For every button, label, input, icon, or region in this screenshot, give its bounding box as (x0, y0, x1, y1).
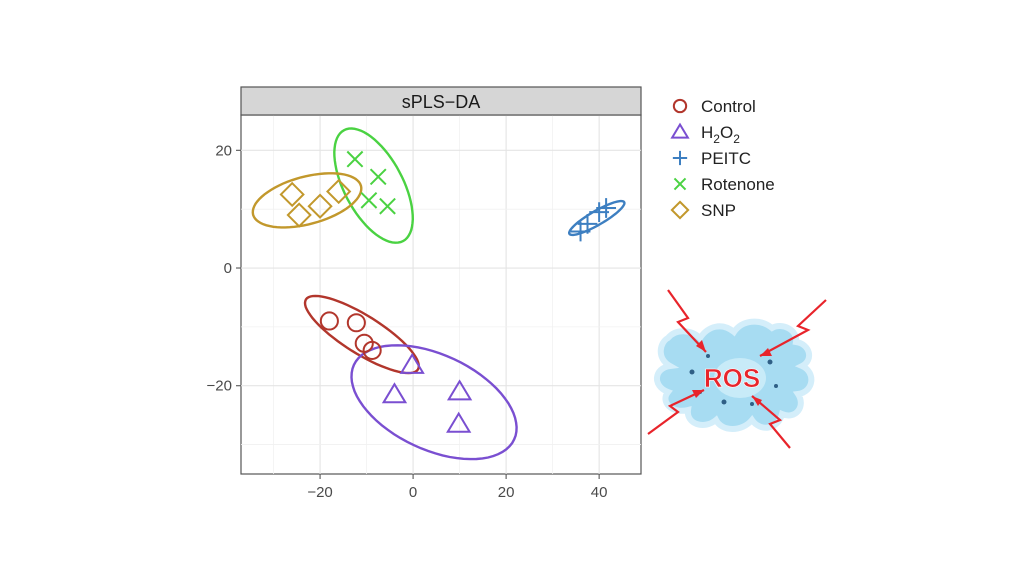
arrow-bottom-right (751, 395, 791, 449)
point-snp (307, 193, 333, 219)
stress-arrows (647, 289, 827, 449)
legend-label: Control (701, 97, 756, 116)
ros-label: ROS (704, 363, 760, 393)
point-rotenone (379, 197, 396, 215)
confidence-ellipses (251, 127, 626, 461)
legend-label: Rotenone (701, 175, 775, 194)
point-snp (326, 178, 352, 205)
x-axis: −20 0 20 40 (307, 474, 607, 501)
chart-title: sPLS−DA (402, 92, 481, 112)
legend-key-control (672, 98, 688, 114)
point-h (381, 382, 408, 404)
ellipse-peitc (568, 199, 626, 237)
arrow-top-left (667, 289, 707, 353)
plot-panel (240, 114, 642, 475)
point-control (362, 340, 382, 360)
x-tick-label: 0 (409, 484, 417, 501)
legend-key-h (670, 122, 690, 139)
point-rotenone (369, 168, 387, 186)
strip-header (240, 86, 642, 116)
legend: Control H2O2 PEITC Rotenone SNP (670, 97, 775, 220)
point-h (446, 379, 473, 401)
y-tick-label: 20 (215, 142, 232, 159)
point-h (399, 352, 425, 374)
legend-label: PEITC (701, 149, 751, 168)
x-tick-label: 40 (591, 484, 608, 501)
cell-nucleus (714, 358, 766, 398)
x-tick-label: −20 (307, 484, 332, 501)
legend-label: H2O2 (701, 123, 740, 146)
y-tick-label: 0 (224, 260, 232, 277)
ellipse-h (350, 344, 518, 461)
arrow-top-right (759, 299, 827, 357)
legend-key-rotenone (673, 177, 687, 191)
ellipse-rotenone (333, 127, 415, 244)
point-peitc (577, 213, 598, 234)
y-axis: −20 0 20 (207, 142, 241, 395)
legend-label: SNP (701, 201, 736, 220)
point-rotenone (360, 191, 378, 209)
point-control (319, 311, 339, 331)
legend-key-peitc (672, 150, 688, 166)
point-control (346, 313, 366, 333)
legend-key-snp (670, 200, 690, 220)
point-snp (279, 181, 305, 208)
ellipse-control (303, 294, 421, 375)
y-tick-label: −20 (207, 378, 232, 395)
arrow-bottom-left (647, 389, 705, 435)
data-points (279, 150, 617, 433)
point-rotenone (346, 150, 364, 168)
plot-area: sPLS−DA −20 0 20 40 −20 0 20 (207, 86, 642, 501)
grid (241, 115, 641, 474)
point-h (446, 411, 472, 433)
point-peitc (596, 198, 617, 218)
x-tick-label: 20 (498, 484, 515, 501)
ros-cell-illustration: ROS (647, 289, 827, 449)
point-snp (286, 202, 312, 228)
ellipse-snp (251, 172, 363, 229)
